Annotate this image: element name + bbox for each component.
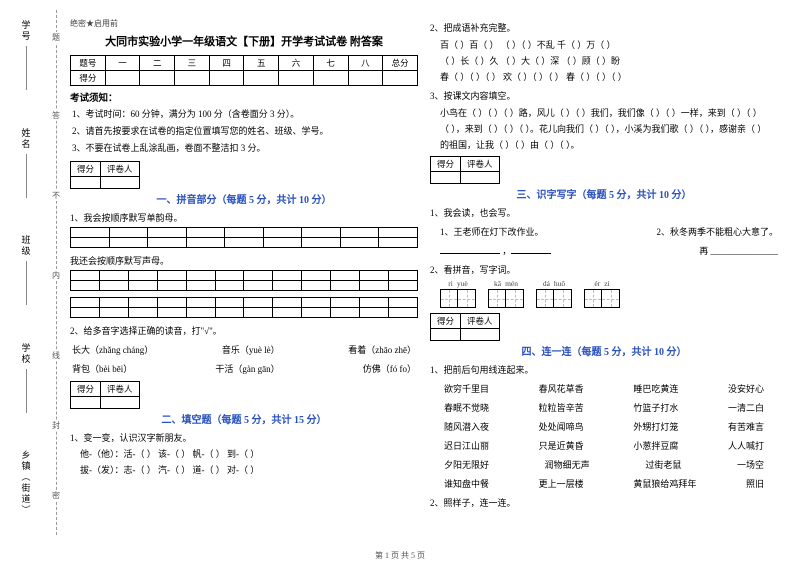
q1-1b: 我还会按顺序默写声母。 [70, 254, 418, 267]
vlabel-xiangzhen: 乡镇（街道） [20, 450, 33, 516]
th-tihao: 题号 [71, 56, 106, 71]
r-q2-l1: 百（ ）百（ ） （ ）（ ）不乱 千（ ）万（ ） [440, 37, 778, 53]
left-column: 绝密★启用前 大同市实验小学一年级语文【下册】开学考试试卷 附答案 题号 一 二… [70, 18, 418, 479]
vfield-banji: 班级 [20, 235, 33, 305]
dash-char: 内 [51, 270, 61, 281]
vlabel-banji: 班级 [20, 235, 33, 257]
blank-table-1 [70, 227, 418, 248]
q1-2-line1: 长大（zhǎng cháng） 音乐（yuè lè） 看着（zhāo zhē） [72, 343, 416, 356]
r-q2: 2、把成语补充完整。 [430, 21, 778, 34]
tzg-3: dáhuǒ [536, 279, 572, 308]
tzg-1: rìyuè [440, 279, 476, 308]
section-3-title: 三、识字写字（每题 5 分，共计 10 分） [430, 186, 778, 201]
r-q3-l1: 小鸟在（ ）（ ）（ ）路，风儿（ ）（ ）我们，我们像（ ）（ ）一样，来到（… [440, 105, 778, 121]
vfield-xingming: 姓名 [20, 128, 33, 198]
blank-table-3 [70, 297, 418, 318]
section-4-title: 四、连一连（每题 5 分，共计 10 分） [430, 343, 778, 358]
r-q2-l2: （ ）长（ ）久 （ ）大（ ）深 （ ）顾（ ）盼 [440, 53, 778, 69]
conn-row-5: 夕阳无限好润物细无声过街老鼠一场空 [444, 458, 764, 471]
grader-box-4: 得分评卷人 [430, 313, 500, 341]
vfield-xuexiao: 学校 [20, 343, 33, 413]
q3-1a: 1、王老师在灯下改作业。 [440, 225, 544, 238]
th-defen: 得分 [71, 71, 106, 86]
tzg-4: érzi [584, 279, 620, 308]
vlabel-xuexiao: 学校 [20, 343, 33, 365]
rule-3: 3、不要在试卷上乱涂乱画，卷面不整洁扣 3 分。 [72, 140, 418, 157]
right-column: 2、把成语补充完整。 百（ ）百（ ） （ ）（ ）不乱 千（ ）万（ ） （ … [430, 18, 778, 512]
grader-box-2: 得分评卷人 [70, 381, 140, 409]
q4-2: 2、照样子，连一连。 [430, 496, 778, 509]
dash-char: 线 [51, 350, 61, 361]
conn-row-1: 欲穷千里目春风花草香睡巴吃黄连没安好心 [444, 382, 764, 395]
rules-list: 1、考试时间：60 分钟，满分为 100 分（含卷面分 3 分）。 2、请首先按… [70, 106, 418, 157]
dash-char: 题 [51, 32, 61, 43]
r-q3-l2: （ ），来到（ ）（ ）（ ）。花儿向我们（ ）（ ），小溪为我们歌（ ）（ ）… [440, 121, 778, 137]
rules-title: 考试须知： [70, 90, 418, 104]
q3-1: 1、我会读，也会写。 [430, 206, 778, 219]
q2-1-line2: 拔-（发）：志-（ ） 汽-（ ） 道-（ ） 对-（ ） [80, 463, 418, 476]
q3-1b-blank: 再 _______________ [699, 244, 778, 257]
conn-row-6: 谁知盘中餐更上一层楼黄鼠狼给鸡拜年照旧 [444, 477, 764, 490]
q1-2-line2: 背包（bèi bēi） 干活（gàn gān） 仿佛（fó fo） [72, 362, 416, 375]
classification: 绝密★启用前 [70, 18, 418, 29]
tzg-2: kāmén [488, 279, 524, 308]
vfield-xuehao: 学号 [20, 20, 33, 90]
q4-1: 1、把前后句用线连起来。 [430, 363, 778, 376]
r-q3-l3: 的祖国，让我（ ）（ ）由（ ）（ ）。 [440, 137, 778, 153]
conn-row-2: 春眠不觉晓粒粒皆辛苦竹篮子打水一清二白 [444, 401, 764, 414]
q2-1-line1: 他-（他）：活-（ ） 该-（ ） 帆-（ ） 到-（ ） [80, 447, 418, 460]
conn-row-4: 迟日江山丽只是近黄昏小葱拌豆腐人人喊打 [444, 439, 764, 452]
section-2-title: 二、填空题（每题 5 分，共计 15 分） [70, 411, 418, 426]
binding-strip: 学号 姓名 班级 学校 乡镇（街道） [0, 0, 52, 540]
grader-box-1: 得分评卷人 [70, 161, 140, 189]
q3-1b: 2、秋冬两季不能粗心大意了。 [656, 225, 778, 238]
rule-1: 1、考试时间：60 分钟，满分为 100 分（含卷面分 3 分）。 [72, 106, 418, 123]
dash-char: 不 [51, 190, 61, 201]
rule-2: 2、请首先按要求在试卷的指定位置填写您的姓名、班级、学号。 [72, 123, 418, 140]
section-1-title: 一、拼音部分（每题 5 分，共计 10 分） [70, 191, 418, 206]
q1-2: 2、给多音字选择正确的读音，打"√"。 [70, 324, 418, 337]
dash-char: 答 [51, 110, 61, 121]
conn-row-3: 随风潜入夜处处闻啼鸟外甥打灯笼有苦难言 [444, 420, 764, 433]
dash-char: 封 [51, 420, 61, 431]
dash-char: 密 [51, 490, 61, 501]
score-table: 题号 一 二 三 四 五 六 七 八 总分 得分 [70, 55, 418, 86]
q1-1: 1、我会按顺序默写单韵母。 [70, 211, 418, 224]
vlabel-xuehao: 学号 [20, 20, 33, 42]
vfield-xiangzhen: 乡镇（街道） [20, 450, 33, 520]
page-title: 大同市实验小学一年级语文【下册】开学考试试卷 附答案 [70, 33, 418, 49]
r-q3: 3、按课文内容填空。 [430, 89, 778, 102]
page-footer: 第 1 页 共 5 页 [0, 550, 800, 561]
vlabel-xingming: 姓名 [20, 128, 33, 150]
q3-2: 2、看拼音，写字词。 [430, 263, 778, 276]
blank-table-2 [70, 270, 418, 291]
tianzige-row: rìyuè kāmén dáhuǒ érzi [440, 279, 778, 308]
r-q2-l3: 春（ ）（ ）（ ） 欢（ ）（ ）（ ） 春（ ）（ ）（ ） [440, 69, 778, 85]
blank-line [440, 245, 500, 254]
q2-1: 1、变一变，认识汉字新朋友。 [70, 431, 418, 444]
grader-box-3: 得分评卷人 [430, 156, 500, 184]
